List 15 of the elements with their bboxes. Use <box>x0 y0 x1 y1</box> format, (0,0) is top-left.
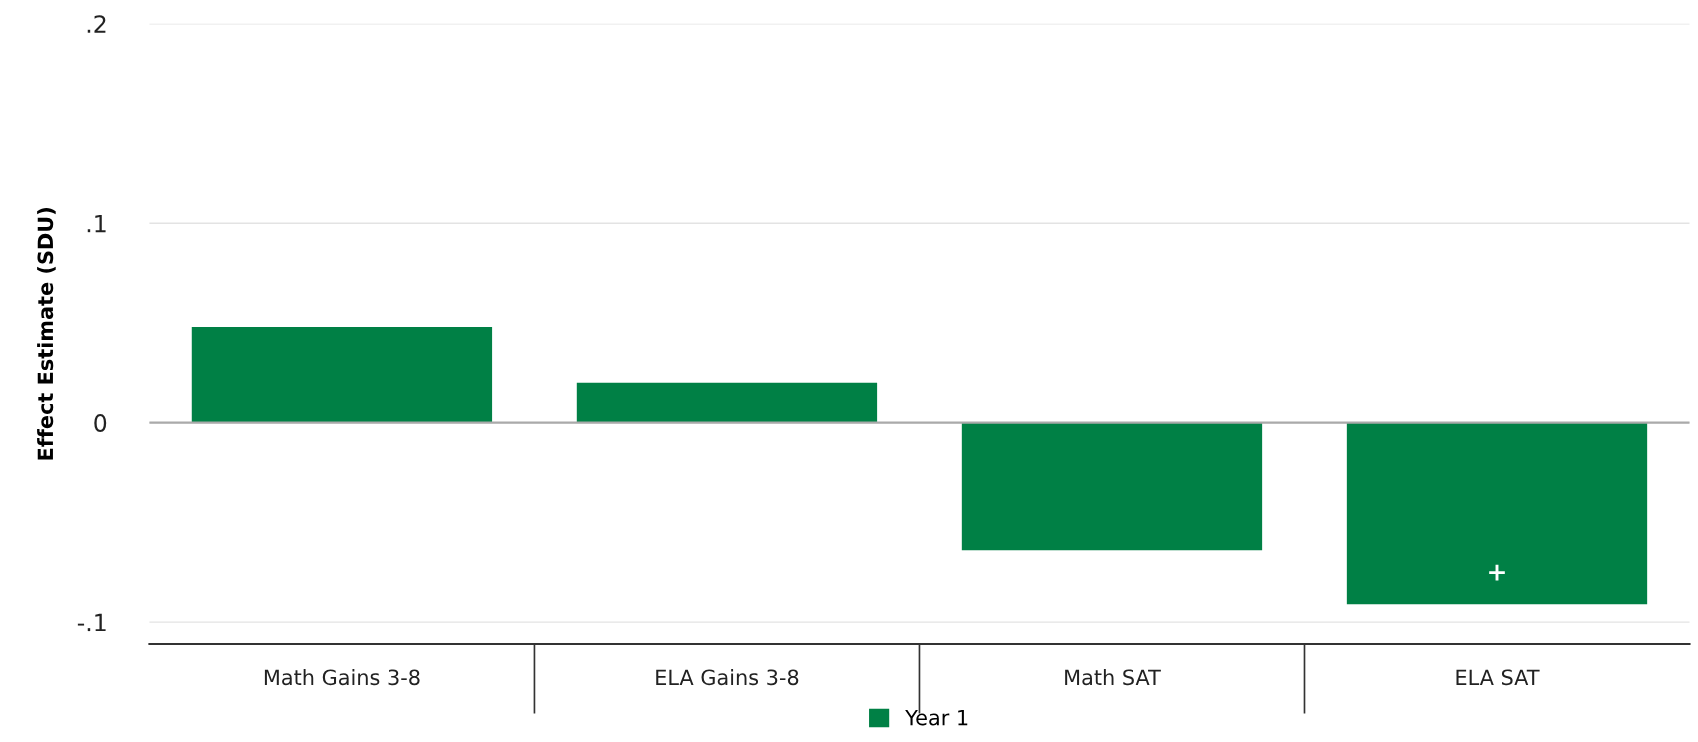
y-tick-label: .2 <box>87 15 106 33</box>
y-tick-label: 0 <box>94 414 107 432</box>
bar <box>1346 422 1648 605</box>
bar <box>961 422 1263 551</box>
legend-label: Year 1 <box>905 709 968 726</box>
y-tick-label: .1 <box>87 214 106 233</box>
x-tick-label: Math Gains 3-8 <box>264 669 420 686</box>
y-tick-label: -.1 <box>77 613 106 632</box>
y-axis-title: Effect Estimate (SDU) <box>37 208 56 460</box>
x-tick-label: ELA SAT <box>1456 669 1540 686</box>
x-tick-label: ELA Gains 3-8 <box>656 669 799 686</box>
bar <box>576 382 878 423</box>
bar <box>191 326 493 423</box>
x-tick-label: Math SAT <box>1065 669 1161 686</box>
annotation: + <box>1489 564 1505 581</box>
